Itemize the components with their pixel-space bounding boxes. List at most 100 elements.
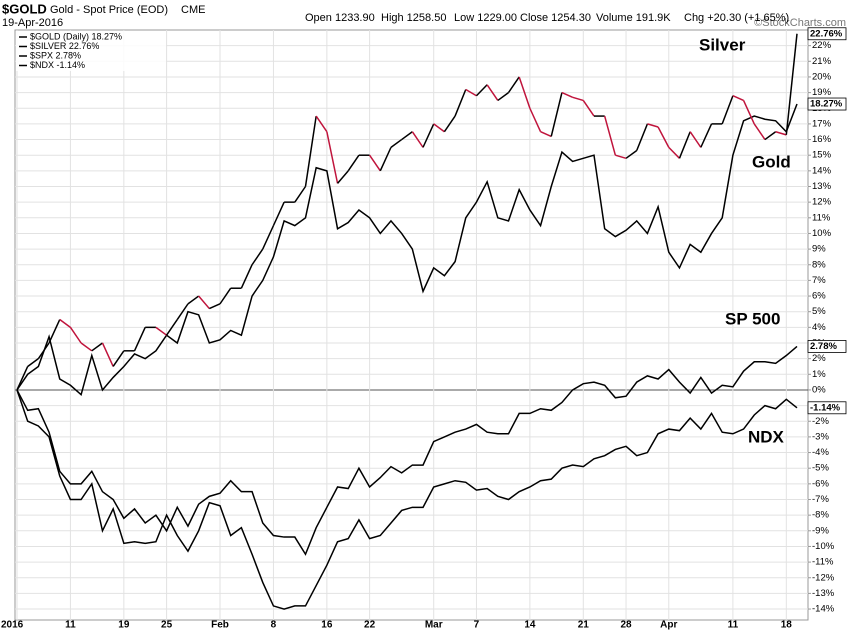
y-tick-label: 19% [812,87,832,98]
series-segment [443,115,456,133]
series-line [16,345,798,556]
last-value-box [807,27,847,41]
series-segment [91,342,103,352]
series-segment [176,303,189,320]
legend-entry: $SPX 2.78% [30,50,81,60]
exchange: CME [181,4,205,16]
y-tick-label: -11% [812,557,834,568]
series-segment [732,95,744,102]
series-line [16,389,798,610]
x-tick-label: 7 [474,620,480,631]
series-segment [689,131,702,148]
y-tick-label: 1% [812,369,826,380]
series-segment [615,154,627,160]
series-segment [465,88,477,97]
series-segment [422,123,435,148]
legend-entry: $GOLD (Daily) 18.27% [30,31,122,41]
y-tick-label: 17% [812,118,832,129]
series-segment [262,225,275,250]
y-tick-label: 11% [812,212,831,223]
series-segment [764,131,777,141]
series-segment [379,147,392,172]
series-segment [209,303,221,310]
y-tick-label: 9% [812,244,826,255]
x-tick-label: 21 [578,620,590,631]
series-segment [37,342,50,360]
x-tick-label: Apr [660,620,677,631]
legend-box [16,31,166,71]
y-tick-label: -7% [812,494,829,505]
y-tick-label: 16% [812,134,832,145]
series-segment [27,358,39,368]
series-segment [433,123,445,133]
y-tick-label: -8% [812,510,829,521]
y-tick-label: -12% [812,572,835,583]
y-tick-label: 8% [812,259,826,270]
series-segment [518,76,531,109]
legend-entry: $SILVER 22.76% [30,41,99,51]
series-segment [507,76,520,94]
last-value-box [807,340,847,353]
series-segment [785,33,798,135]
series-line [16,103,798,396]
x-tick-label: 16 [321,620,333,631]
x-tick-label: 19 [118,620,130,631]
last-value-label: 18.27% [810,99,843,110]
y-tick-label: 5% [812,306,826,317]
series-segment [401,131,413,141]
series-segment [165,319,178,336]
y-tick-label: -4% [812,447,829,458]
series-segment [294,186,307,203]
annotation: SP 500 [725,309,780,328]
series-segment [155,326,168,336]
x-tick-label: 11 [65,620,76,631]
series-segment [572,96,584,102]
y-tick-label: 7% [812,275,826,286]
x-tick-label: 28 [620,620,632,631]
series-segment [368,154,381,172]
series-segment [540,131,552,138]
series-segment [315,115,328,133]
last-value-label: -1.14% [810,402,841,413]
y-tick-label: -3% [812,431,829,442]
annotation: NDX [748,427,785,446]
x-tick-label: Mar [425,620,443,631]
y-tick-label: 2% [812,353,826,364]
series-segment [582,100,595,117]
quote-field: Volume 191.9K [596,12,671,24]
y-tick-label: 6% [812,291,826,302]
symbol: $GOLD [2,1,47,16]
series-segment [390,138,403,148]
series-segment [240,264,253,289]
annotation: Silver [699,35,746,54]
series-segment [561,91,573,98]
quote-field: Open 1233.90 [305,12,375,24]
y-tick-label: 13% [812,181,832,192]
x-tick-label: 8 [271,620,277,631]
x-tick-label: 18 [781,620,793,631]
x-tick-label: 22 [364,620,376,631]
series-segment [700,123,713,148]
x-tick-label: 14 [524,620,536,631]
series-segment [486,84,499,101]
quote-field: Chg +20.30 (+1.65%) [684,12,789,24]
y-tick-label: -5% [812,463,829,474]
series-segment [775,131,787,136]
description: Gold - Spot Price (EOD) [50,4,168,16]
series-segment [550,92,563,137]
series-segment [657,126,670,148]
series-segment [101,342,114,367]
series-segment [251,248,264,266]
y-tick-label: -10% [812,541,835,552]
y-tick-label: -13% [812,588,835,599]
series-segment [133,327,146,352]
quote-field: Low 1229.00 [454,12,517,24]
x-tick-label: 25 [161,620,173,631]
series-segment [647,123,659,128]
series-segment [112,350,125,367]
annotation: Gold [752,152,791,171]
y-tick-label: 4% [812,322,826,333]
series-segment [304,115,317,187]
